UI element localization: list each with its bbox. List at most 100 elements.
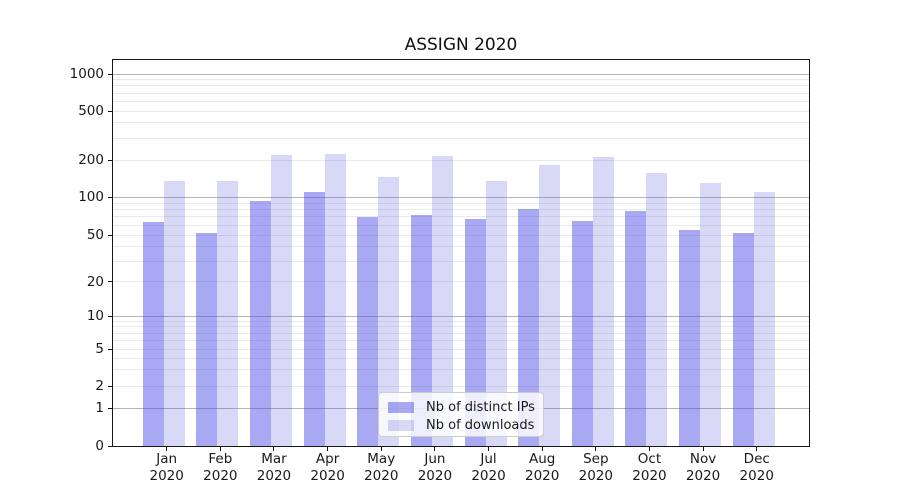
x-tick-month: Mar: [261, 451, 287, 467]
x-tick-month: Sep: [583, 451, 609, 467]
y-gridline-minor: [113, 85, 809, 87]
x-tick-year: 2020: [256, 467, 292, 484]
y-tick-label: 50: [86, 227, 104, 243]
x-tick-year: 2020: [739, 467, 774, 484]
x-tick-label-jul: Jul 2020: [457, 451, 521, 484]
y-gridline-minor: [113, 245, 809, 247]
y-gridline-minor: [113, 100, 809, 102]
x-tick-year: 2020: [471, 467, 506, 484]
y-gridline-minor: [113, 332, 809, 334]
y-tick-label: 100: [78, 189, 104, 206]
y-tick-label: 0: [95, 438, 104, 454]
x-tick-month: Nov: [689, 451, 717, 467]
x-tick-year: 2020: [364, 467, 399, 484]
x-tick-month: Jan: [156, 451, 178, 467]
x-tick-month: Dec: [743, 451, 770, 467]
y-gridline-minor: [113, 202, 809, 204]
y-gridline-minor: [113, 79, 809, 81]
x-tick-label-apr: Apr 2020: [296, 451, 360, 484]
x-tick-mark: [380, 447, 382, 451]
y-gridline-minor: [113, 340, 809, 342]
bar-distinct-ips-jun: [410, 215, 432, 446]
legend-label-downloads: Nb of downloads: [426, 417, 535, 433]
y-tick-label: 20: [86, 273, 104, 290]
x-tick-mark: [541, 447, 543, 451]
legend: Nb of distinct IPs Nb of downloads: [378, 392, 544, 437]
y-gridline-minor: [113, 357, 809, 359]
y-tick-label: 5: [95, 341, 104, 358]
y-gridline-major: [113, 73, 809, 75]
x-tick-label-dec: Dec 2020: [725, 451, 789, 484]
x-tick-month: Aug: [528, 451, 556, 467]
y-tick-label: 200: [78, 152, 104, 168]
legend-label-distinct-ips: Nb of distinct IPs: [426, 399, 535, 415]
y-gridline-minor: [113, 348, 809, 350]
y-gridline-minor: [113, 122, 809, 124]
x-tick-label-feb: Feb 2020: [188, 451, 252, 484]
y-tick-mark: [108, 281, 112, 283]
y-gridline-minor: [113, 326, 809, 328]
y-gridline-minor: [113, 369, 809, 371]
y-tick-label: 10: [86, 308, 104, 324]
x-tick-mark: [595, 447, 597, 451]
bar-distinct-ips-jul: [464, 219, 486, 446]
y-tick-label: 2: [95, 378, 104, 394]
bar-downloads-apr: [324, 153, 346, 446]
x-tick-mark: [434, 447, 436, 451]
plot-area: [112, 59, 810, 447]
bar-distinct-ips-may: [357, 216, 379, 446]
bar-downloads-sep: [592, 157, 614, 446]
y-tick-mark: [108, 196, 112, 198]
y-gridline-minor: [113, 208, 809, 210]
bar-downloads-oct: [646, 173, 668, 446]
x-tick-mark: [273, 447, 275, 451]
y-gridline-minor: [113, 260, 809, 262]
bar-distinct-ips-jan: [142, 221, 164, 446]
bar-distinct-ips-oct: [625, 210, 647, 446]
y-gridline-major: [113, 196, 809, 198]
y-tick-mark: [108, 407, 112, 409]
legend-swatch-downloads: [388, 419, 414, 431]
y-gridline-minor: [113, 234, 809, 236]
bar-downloads-jun: [431, 156, 453, 446]
x-tick-month: May: [367, 451, 396, 467]
bar-distinct-ips-apr: [303, 192, 325, 446]
x-tick-label-jun: Jun 2020: [403, 451, 467, 484]
x-tick-mark: [219, 447, 221, 451]
x-tick-mark: [166, 447, 168, 451]
y-gridline-minor: [113, 92, 809, 94]
x-tick-label-sep: Sep 2020: [564, 451, 628, 484]
x-tick-label-aug: Aug 2020: [510, 451, 574, 484]
x-tick-month: Jul: [480, 451, 497, 467]
bar-distinct-ips-dec: [732, 232, 754, 446]
x-tick-month: Oct: [637, 451, 662, 467]
y-gridline-minor: [113, 137, 809, 139]
x-tick-year: 2020: [632, 467, 667, 484]
y-gridline-major: [113, 315, 809, 317]
chart-title: ASSIGN 2020: [404, 35, 518, 55]
y-gridline-minor: [113, 385, 809, 387]
legend-swatch-distinct-ips: [388, 401, 414, 413]
y-tick-label: 1: [95, 400, 104, 417]
x-tick-label-may: May 2020: [349, 451, 413, 484]
x-tick-mark: [488, 447, 490, 451]
y-tick-mark: [108, 385, 112, 387]
y-tick-label: 500: [78, 103, 104, 119]
y-tick-mark: [108, 110, 112, 112]
y-tick-mark: [108, 348, 112, 350]
x-tick-mark: [702, 447, 704, 451]
x-tick-month: Feb: [208, 451, 233, 467]
y-gridline-minor: [113, 159, 809, 161]
x-tick-year: 2020: [524, 467, 560, 484]
legend-row-downloads: Nb of downloads: [388, 417, 534, 433]
x-tick-year: 2020: [149, 467, 184, 484]
x-tick-mark: [327, 447, 329, 451]
x-tick-year: 2020: [310, 467, 345, 484]
y-gridline-minor: [113, 110, 809, 112]
bar-downloads-aug: [539, 164, 561, 446]
x-tick-label-oct: Oct 2020: [617, 451, 681, 484]
bar-distinct-ips-aug: [518, 209, 540, 446]
x-tick-year: 2020: [578, 467, 613, 484]
y-gridline-minor: [113, 320, 809, 322]
